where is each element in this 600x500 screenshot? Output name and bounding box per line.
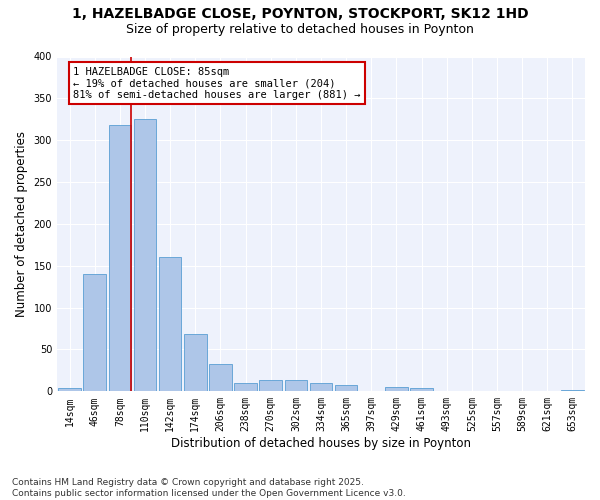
- Bar: [134, 120, 157, 392]
- Text: Contains HM Land Registry data © Crown copyright and database right 2025.
Contai: Contains HM Land Registry data © Crown c…: [12, 478, 406, 498]
- Bar: [83, 274, 106, 392]
- Text: 1, HAZELBADGE CLOSE, POYNTON, STOCKPORT, SK12 1HD: 1, HAZELBADGE CLOSE, POYNTON, STOCKPORT,…: [71, 8, 529, 22]
- Text: 1 HAZELBADGE CLOSE: 85sqm
← 19% of detached houses are smaller (204)
81% of semi: 1 HAZELBADGE CLOSE: 85sqm ← 19% of detac…: [73, 66, 361, 100]
- Bar: [184, 334, 206, 392]
- Bar: [561, 390, 584, 392]
- Bar: [259, 380, 282, 392]
- Bar: [159, 258, 181, 392]
- Bar: [310, 383, 332, 392]
- Bar: [58, 388, 81, 392]
- Bar: [410, 388, 433, 392]
- Bar: [209, 364, 232, 392]
- Bar: [109, 125, 131, 392]
- Bar: [234, 383, 257, 392]
- X-axis label: Distribution of detached houses by size in Poynton: Distribution of detached houses by size …: [171, 437, 471, 450]
- Bar: [284, 380, 307, 392]
- Y-axis label: Number of detached properties: Number of detached properties: [15, 131, 28, 317]
- Text: Size of property relative to detached houses in Poynton: Size of property relative to detached ho…: [126, 22, 474, 36]
- Bar: [385, 387, 408, 392]
- Bar: [335, 386, 358, 392]
